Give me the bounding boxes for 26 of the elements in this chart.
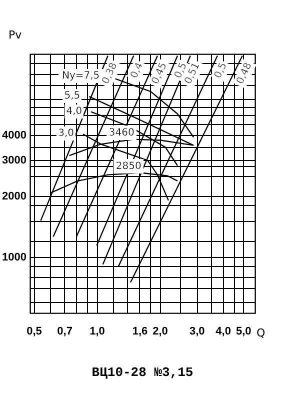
series-label: 4,0 [66,106,82,117]
y-tick-label: 1000 [2,252,26,264]
x-tick-label: 0,5 [26,326,42,338]
series-label: 3,0 [58,128,74,140]
x-tick-label: 3,0 [189,326,205,338]
x-tick-label: 0,7 [57,326,72,338]
text: 0,4 [128,61,146,80]
x-tick-label: 4,0 [216,326,231,338]
y-tick-label: 3000 [2,154,26,167]
text: 0,5 [212,61,230,80]
x-tick-label: 1,6 [132,326,148,338]
x-tick-label: 2,0 [152,326,168,338]
text: 0,38 [100,61,120,86]
series-label: 3460 [108,127,134,138]
series-label: 2850 [116,160,142,172]
text: ВЦ10-28 №3,15 [92,365,194,380]
text: 0,48 [234,61,254,86]
x-tick-label: 5,0 [236,326,252,338]
y-axis-title: Pv [8,28,22,42]
text: 0,45 [150,61,170,86]
series-label: Ny=7,5 [62,70,100,82]
y-tick-label: 4000 [2,129,26,142]
x-tick-label: 1,0 [90,326,105,338]
y-tick-label: 2000 [2,190,26,202]
series-label: 5,5 [64,90,80,102]
x-axis-title: Q [256,326,266,340]
